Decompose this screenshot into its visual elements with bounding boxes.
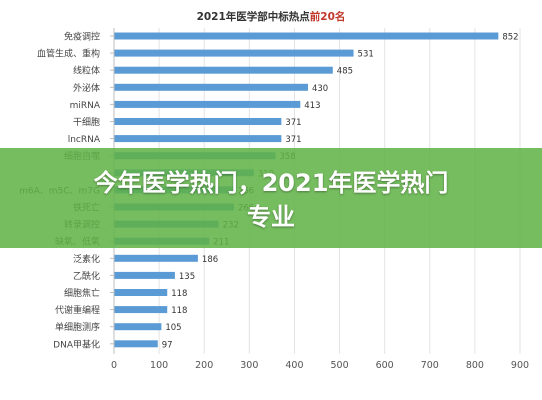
data-label: 371 — [285, 135, 301, 145]
category-label: lncRNA — [68, 135, 101, 145]
data-label: 430 — [312, 84, 328, 94]
x-tick-label: 700 — [421, 360, 439, 371]
category-label: DNA甲基化 — [53, 338, 100, 350]
data-label: 371 — [285, 118, 301, 128]
x-tick-label: 800 — [466, 360, 484, 371]
bar — [114, 254, 198, 262]
chart-title-prefix: 2021年医学部中标热点 — [197, 10, 311, 23]
chart-title-highlight: 前20名 — [310, 10, 346, 23]
x-tick-label: 600 — [376, 360, 394, 371]
category-label: 代谢重编程 — [55, 304, 100, 316]
category-label: 外泌体 — [73, 82, 100, 94]
data-label: 186 — [202, 255, 218, 265]
bar — [114, 32, 499, 40]
bar — [114, 323, 162, 331]
bar — [114, 271, 175, 279]
bar — [114, 66, 333, 74]
data-label: 852 — [502, 33, 518, 43]
banner-line-2: 专业 — [247, 203, 295, 231]
category-label: 细胞焦亡 — [64, 287, 100, 299]
data-label: 118 — [171, 306, 187, 316]
bar — [114, 83, 308, 91]
chart-title-text: 2021年医学部中标热点前20名 — [197, 10, 346, 23]
x-tick-label: 100 — [150, 360, 168, 371]
category-label: 线粒体 — [73, 65, 100, 77]
category-label: 泛素化 — [73, 253, 100, 265]
data-label: 135 — [179, 272, 195, 282]
x-tick-label: 400 — [285, 360, 303, 371]
x-tick-label: 900 — [511, 360, 529, 371]
bar — [114, 118, 282, 125]
data-label: 531 — [358, 50, 374, 60]
bar — [114, 340, 158, 348]
bar — [114, 100, 301, 108]
bar — [114, 135, 282, 143]
category-label: miRNA — [70, 101, 101, 111]
category-label: 乙酰化 — [73, 270, 100, 282]
data-label: 413 — [304, 101, 320, 111]
banner-line-1: 今年医学热门，2021年医学热门 — [93, 169, 449, 197]
x-tick-label: 300 — [240, 360, 258, 371]
category-label: 血管生成、重构 — [37, 48, 100, 60]
bar — [114, 289, 168, 296]
data-label: 118 — [171, 289, 187, 299]
overlay-banner-text: 今年医学热门，2021年医学热门 专业 — [0, 166, 542, 234]
chart-title: 2021年医学部中标热点前20名 — [197, 10, 346, 23]
bar — [114, 49, 354, 57]
category-label: 单细胞测序 — [55, 321, 100, 333]
bar — [114, 306, 168, 314]
data-label: 97 — [162, 340, 173, 350]
x-tick-label: 0 — [111, 360, 117, 371]
category-label: 干细胞 — [73, 116, 100, 128]
overlay-banner — [0, 148, 542, 248]
data-label: 105 — [165, 323, 181, 333]
data-label: 485 — [337, 67, 353, 77]
x-tick-label: 500 — [330, 360, 348, 371]
x-tick-label: 200 — [195, 360, 213, 371]
category-label: 免疫调控 — [64, 31, 100, 43]
